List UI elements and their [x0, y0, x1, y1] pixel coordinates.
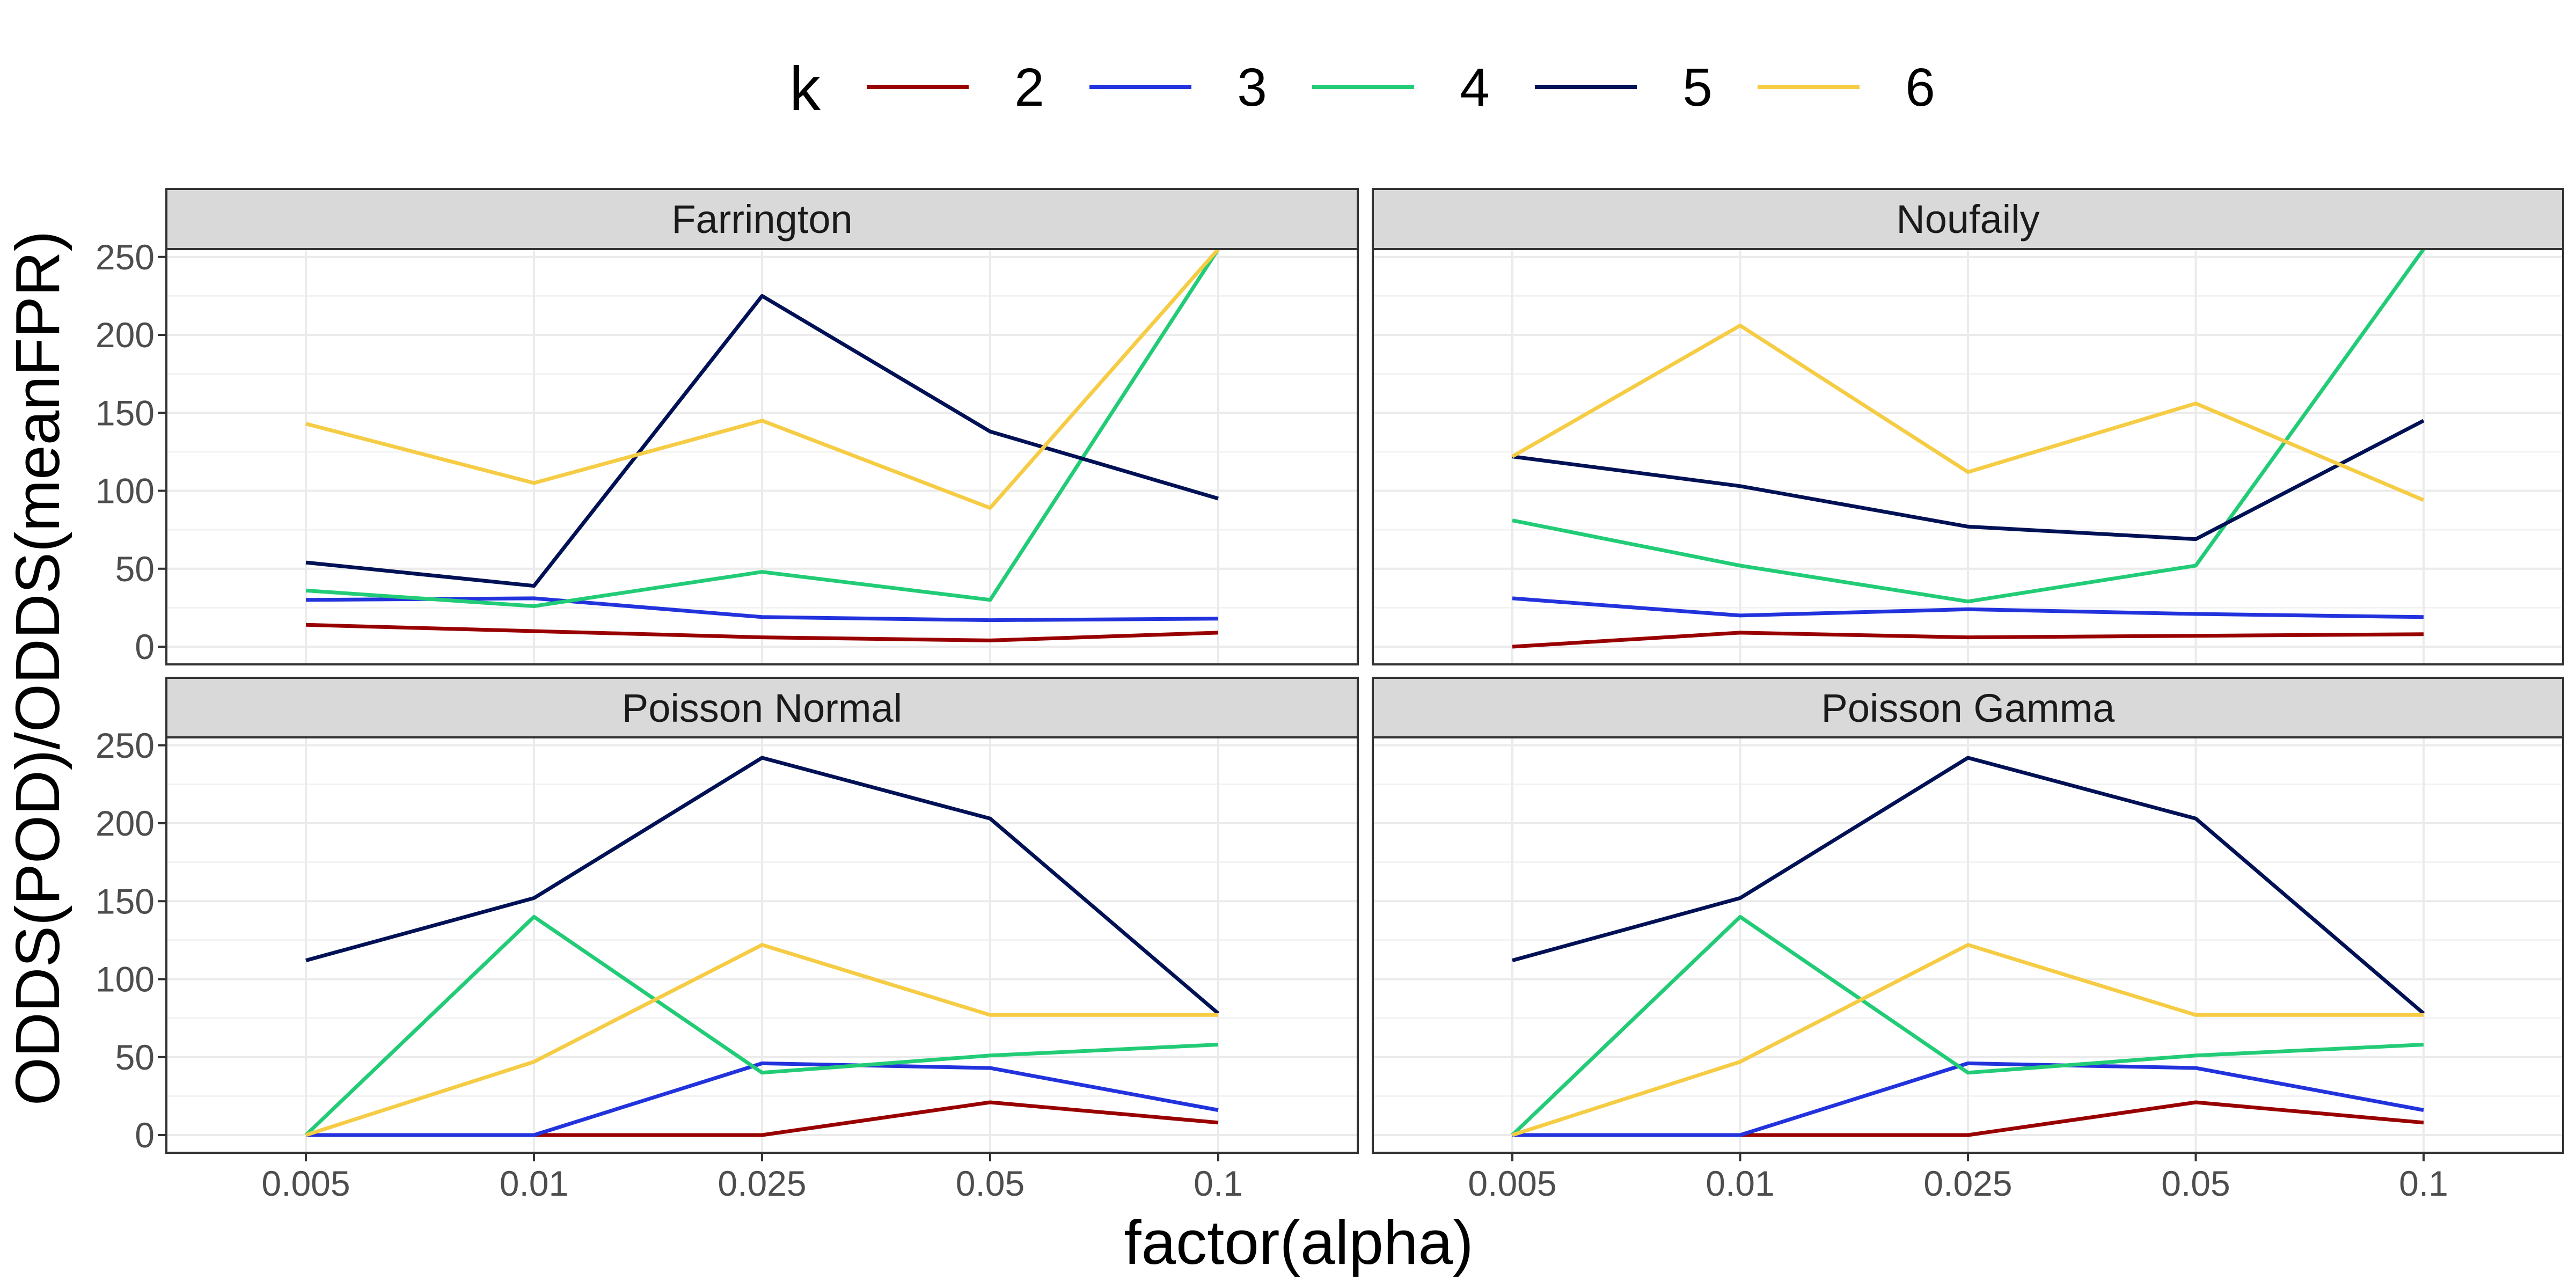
legend-label: 4: [1460, 57, 1490, 118]
facet-strip-label: Noufaily: [1896, 197, 2039, 241]
legend-label: 6: [1905, 57, 1935, 118]
x-tick-label: 0.025: [1923, 1163, 2012, 1203]
legend-entry-k5: 5: [1535, 57, 1713, 118]
y-tick-label: 150: [96, 393, 155, 433]
facet-strip: [165, 188, 1359, 250]
y-tick-label: 50: [115, 1037, 155, 1077]
legend-entry-k3: 3: [1089, 57, 1267, 118]
x-tick-label: 0.1: [1194, 1163, 1243, 1203]
facet-strip: [1372, 188, 2564, 250]
facet-strip-label: Poisson Gamma: [1821, 686, 2116, 730]
series-line-k4: [1511, 914, 2424, 1137]
series-line-k6: [1511, 943, 2424, 1137]
x-tick-label: 0.1: [2399, 1163, 2448, 1203]
panel-poisson-normal: Poisson Normal: [165, 677, 1359, 1154]
y-tick-label: 200: [96, 315, 155, 355]
x-tick-label: 0.05: [2161, 1163, 2230, 1203]
y-tick-label: 150: [96, 881, 155, 921]
panel-noufaily: Noufaily: [1372, 188, 2564, 665]
series-line-k4: [304, 914, 1219, 1137]
x-tick-label: 0.025: [718, 1163, 806, 1203]
series-line-k3: [1512, 1061, 2424, 1137]
legend: k 2 3 4 5 6: [789, 54, 1935, 123]
legend-entry-k4: 4: [1312, 57, 1490, 118]
legend-label: 3: [1237, 57, 1267, 118]
y-axis-title: ODDS(POD)/ODDS(meanFPR): [3, 231, 72, 1106]
legend-entry-k6: 6: [1758, 57, 1935, 118]
panel-farrington: Farrington: [165, 188, 1359, 665]
legend-label: 5: [1682, 57, 1713, 118]
series-line-k4: [1512, 249, 2425, 604]
y-tick-label: 250: [96, 237, 155, 277]
series-lines: [1511, 249, 2425, 649]
series-lines: [305, 249, 1220, 642]
facet-strip-label: Poisson Normal: [622, 686, 902, 730]
y-tick-label: 250: [96, 726, 155, 765]
y-axis-tick-labels: 0 50 100 150 200 250 0 50 100 150 200 250: [96, 237, 166, 1155]
series-line-k5: [1512, 419, 2425, 541]
series-line-k3: [1512, 596, 2424, 619]
series-line-k6: [305, 943, 1218, 1137]
panel-poisson-gamma: Poisson Gamma: [1372, 677, 2564, 1154]
series-line-k6: [1511, 324, 2425, 502]
facet-strip: [165, 677, 1359, 738]
facet-strip: [1372, 677, 2564, 738]
legend-entry-k2: 2: [867, 57, 1044, 118]
x-axis-title: factor(alpha): [1124, 1208, 1473, 1277]
x-axis-tick-labels: 0.005 0.01 0.025 0.05 0.1 0.005 0.01 0.025 0.05 0…: [261, 1153, 2448, 1203]
series-line-k2: [305, 623, 1219, 642]
legend-label: 2: [1014, 57, 1044, 118]
series-lines: [304, 756, 1220, 1137]
y-tick-label: 200: [96, 803, 155, 843]
y-tick-label: 100: [96, 471, 155, 511]
x-tick-label: 0.005: [261, 1163, 350, 1203]
facet-panels: Farrington Noufaily Poisson Normal Poisson …: [165, 188, 2564, 1154]
x-tick-label: 0.01: [500, 1163, 568, 1203]
series-line-k3: [306, 1061, 1219, 1137]
series-line-k4: [305, 249, 1220, 608]
y-tick-label: 50: [115, 549, 155, 589]
x-tick-label: 0.05: [956, 1163, 1024, 1203]
series-line-k5: [305, 756, 1220, 1015]
x-tick-label: 0.01: [1706, 1163, 1774, 1203]
series-line-k6: [305, 249, 1220, 510]
legend-title: k: [789, 54, 821, 123]
y-tick-label: 0: [135, 1115, 155, 1155]
y-tick-label: 0: [135, 627, 155, 667]
series-line-k2: [1512, 631, 2424, 649]
series-line-k3: [305, 596, 1219, 623]
facet-strip-label: Farrington: [671, 197, 852, 241]
y-tick-label: 100: [96, 960, 155, 999]
series-lines: [1511, 756, 2425, 1137]
x-tick-label: 0.005: [1468, 1163, 1556, 1203]
series-line-k5: [1512, 756, 2425, 1015]
series-line-k5: [305, 294, 1219, 588]
